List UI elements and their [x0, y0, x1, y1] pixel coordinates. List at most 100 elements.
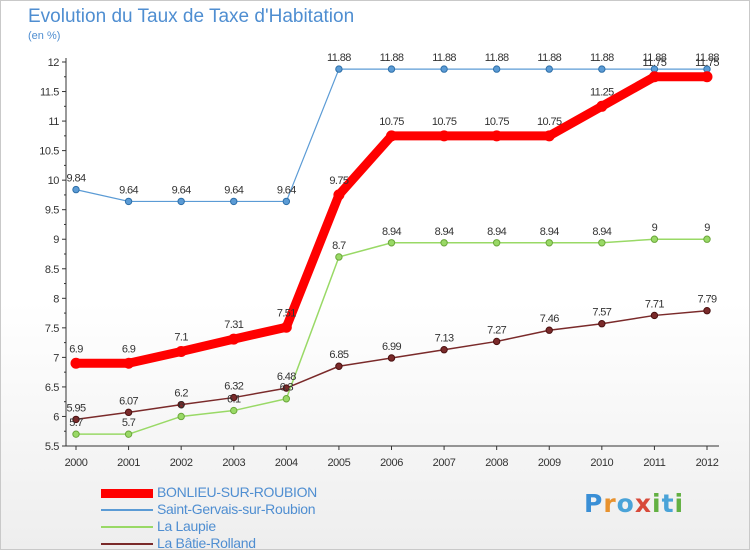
data-label: 9.64 [119, 184, 138, 196]
data-label: 6.2 [174, 388, 188, 400]
legend-label: Saint-Gervais-sur-Roubion [157, 501, 316, 517]
data-label: 9 [704, 222, 710, 234]
data-point [72, 415, 80, 424]
legend-swatch [101, 526, 153, 528]
data-label: 7.31 [224, 319, 243, 331]
data-point [230, 197, 238, 206]
data-label: 9.64 [172, 184, 191, 196]
data-point [387, 65, 396, 73]
data-label: 10.75 [484, 116, 509, 128]
logo-letter: i [652, 489, 662, 518]
data-label: 5.95 [66, 402, 85, 414]
data-point [123, 357, 135, 369]
legend-swatch [101, 543, 153, 545]
data-point [703, 307, 711, 315]
data-label: 10.75 [537, 116, 562, 128]
legend-label: La Laupie [157, 518, 216, 534]
data-point [545, 239, 553, 247]
y-tick-label: 12 [48, 57, 60, 69]
data-label: 6 [178, 399, 184, 411]
data-point [282, 395, 291, 403]
data-label: 6.9 [122, 343, 136, 355]
x-tick-label: 2002 [170, 457, 193, 469]
data-point [228, 333, 240, 345]
data-point [124, 197, 133, 206]
series-line [75, 238, 708, 435]
data-label: 11.25 [590, 86, 614, 98]
legend-label: La Bâtie-Rolland [157, 535, 256, 551]
x-tick-label: 2011 [643, 457, 665, 469]
x-tick-label: 2008 [485, 457, 508, 469]
data-point [124, 430, 133, 438]
data-label: 6.1 [227, 394, 241, 406]
data-point [177, 197, 185, 206]
data-point [335, 65, 343, 73]
x-tick-label: 2003 [222, 457, 245, 469]
data-point [440, 346, 448, 354]
data-point [177, 400, 185, 409]
x-tick-label: 2004 [275, 457, 298, 469]
data-point [543, 130, 555, 142]
data-label: 11.88 [327, 52, 351, 64]
y-tick-label: 7.5 [45, 323, 59, 335]
y-tick-label: 10 [48, 175, 60, 187]
chart-title: Evolution du Taux de Taxe d'Habitation [28, 6, 355, 27]
data-label: 6.99 [382, 341, 401, 353]
data-point [492, 239, 501, 247]
data-label: 5.7 [69, 417, 83, 429]
data-label: 9.75 [329, 175, 348, 187]
data-label: 6.07 [119, 395, 138, 407]
x-tick-label: 2000 [65, 457, 88, 469]
data-label: 11.88 [432, 52, 456, 64]
data-point [545, 65, 553, 73]
chart-unit: (en %) [28, 30, 61, 42]
logo-letter: r [603, 489, 617, 518]
data-label: 8.94 [435, 226, 454, 238]
x-tick-label: 2012 [696, 457, 719, 469]
y-tick-label: 6 [53, 411, 59, 423]
data-label: 7.51 [277, 307, 296, 319]
data-label: 6.85 [329, 349, 348, 361]
data-label: 7.57 [592, 307, 611, 319]
data-point [650, 311, 659, 320]
proxiti-logo: Proxiti [584, 489, 684, 518]
data-point [230, 393, 238, 402]
y-tick-label: 8 [53, 293, 59, 305]
data-point [701, 71, 713, 83]
x-tick-label: 2005 [327, 457, 350, 469]
y-tick-label: 6.5 [45, 382, 59, 394]
data-label: 8.94 [382, 226, 401, 238]
data-label: 8.7 [332, 240, 346, 252]
data-label: 11.88 [695, 52, 719, 64]
y-tick-label: 8.5 [45, 264, 59, 276]
data-point [440, 239, 448, 247]
data-label: 9 [652, 222, 658, 234]
data-point [598, 320, 606, 328]
data-label: 10.75 [432, 116, 457, 128]
y-tick-label: 7 [53, 352, 59, 364]
data-point [703, 235, 711, 243]
x-tick-label: 2001 [117, 457, 140, 469]
data-label: 9.64 [224, 184, 243, 196]
data-label: 8.94 [592, 226, 611, 238]
data-label: 11.88 [380, 52, 404, 64]
y-tick-label: 11.5 [40, 87, 59, 99]
data-point [386, 130, 397, 142]
data-label: 6.32 [224, 381, 243, 393]
logo-letter: i [674, 489, 685, 518]
data-point [492, 65, 501, 73]
data-label: 11.75 [643, 57, 667, 69]
data-point [175, 345, 187, 357]
data-label: 6.48 [277, 371, 296, 383]
data-point [440, 65, 448, 73]
data-point [650, 235, 659, 243]
y-tick-label: 11 [48, 116, 59, 128]
data-label: 11.88 [590, 52, 614, 64]
data-point [335, 253, 343, 261]
y-tick-label: 10.5 [39, 146, 59, 158]
logo-letter: o [616, 489, 635, 518]
data-point [492, 337, 501, 346]
data-label: 6.3 [280, 382, 294, 394]
data-point [387, 239, 396, 247]
